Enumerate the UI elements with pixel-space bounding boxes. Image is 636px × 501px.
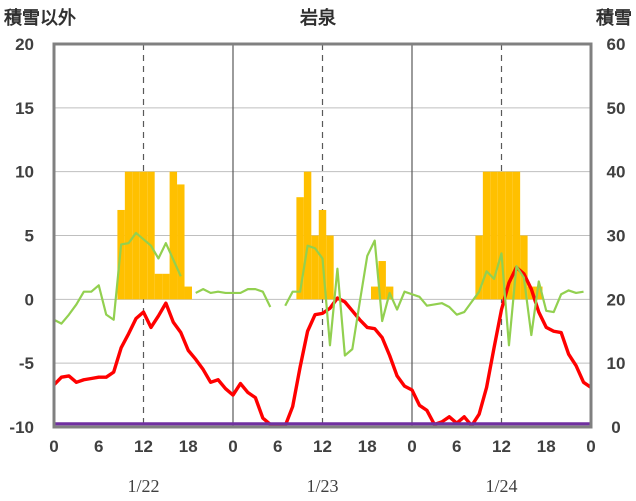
right-tick-label: 50 [607,99,626,118]
temperature-line [52,265,592,428]
precip-bar [326,235,334,300]
x-tick-label: 12 [492,437,511,456]
precip-bar [378,261,386,300]
precip-bar [475,235,483,300]
precip-bar [490,171,498,300]
precip-bar [184,286,192,300]
left-tick-label: 10 [15,163,34,182]
precip-bar [169,171,178,300]
x-tick-label: 18 [537,437,556,456]
x-tick-label: 0 [407,437,416,456]
precip-bar [520,235,528,300]
x-tick-label: 12 [313,437,332,456]
x-tick-label: 18 [179,437,198,456]
x-tick-label: 6 [452,437,461,456]
left-axis-title: 積雪以外 [3,7,76,28]
wind-line [53,231,584,357]
precip-bar [147,171,155,300]
precip-bar [132,171,140,300]
precip-bar [162,273,170,300]
precip-bar [154,273,163,300]
precip-bar [482,171,491,300]
precip-bar [535,286,543,300]
left-tick-label: 15 [15,99,34,118]
day-label: 1/23 [306,476,338,496]
precip-bar [296,197,304,300]
precip-bar [311,235,319,300]
day-label: 1/22 [127,476,159,496]
precip-bar [139,171,148,300]
x-tick-label: 0 [228,437,237,456]
x-tick-label: 6 [273,437,282,456]
day-label: 1/24 [485,476,517,496]
precip-bar [497,171,506,300]
x-tick-label: 18 [358,437,377,456]
left-tick-label: 0 [25,290,34,309]
chart-title: 岩泉 [299,7,337,28]
left-tick-label: 5 [25,227,34,246]
x-tick-label: 0 [586,437,595,456]
precip-bar [303,171,312,300]
plot-frame [52,42,593,429]
precip-bar [124,171,133,300]
right-tick-label: 20 [607,290,626,309]
right-axis-title: 積雪 [595,7,632,28]
precip-bar [318,209,327,300]
right-tick-label: 40 [607,163,626,182]
left-tick-label: -5 [19,354,34,373]
precip-bar [505,171,513,300]
right-tick-label: 30 [607,227,626,246]
x-tick-label: 0 [49,437,58,456]
precip-bar [177,184,185,300]
right-tick-label: 60 [607,35,626,54]
left-tick-label: -10 [9,418,34,437]
x-tick-label: 6 [94,437,103,456]
precip-bar [370,286,379,300]
precip-bar [512,171,521,300]
left-tick-label: 20 [15,35,34,54]
right-tick-label: 0 [611,418,620,437]
x-tick-label: 12 [134,437,153,456]
right-tick-label: 10 [607,354,626,373]
